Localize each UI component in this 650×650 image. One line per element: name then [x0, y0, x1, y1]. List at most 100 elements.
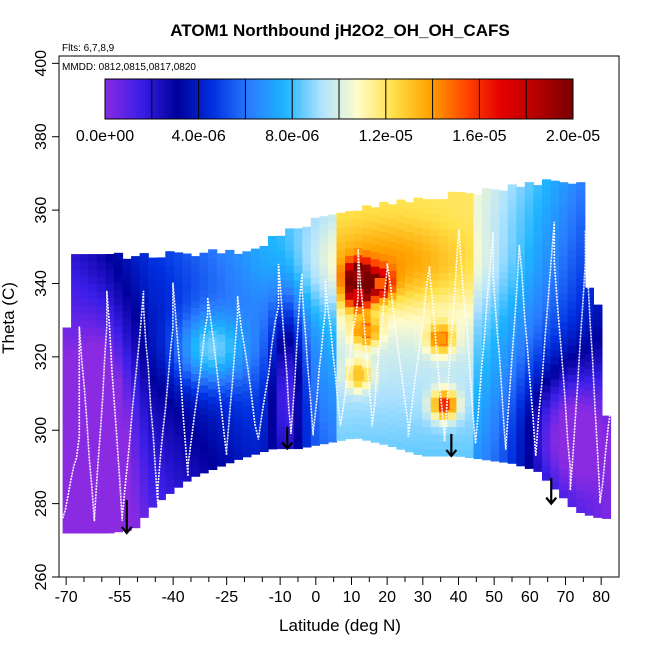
heatmap-cell	[550, 217, 560, 226]
heatmap-cell	[71, 459, 81, 468]
heatmap-cell	[345, 255, 355, 264]
heatmap-cell	[216, 385, 226, 394]
heatmap-cell	[567, 359, 577, 368]
heatmap-cell	[396, 346, 406, 355]
heatmap-cell	[499, 381, 509, 390]
heatmap-cell	[79, 371, 89, 380]
heatmap-cell	[542, 289, 552, 298]
heatmap-cell	[113, 348, 124, 357]
heatmap-cell	[567, 352, 577, 361]
heatmap-cell	[593, 392, 603, 401]
heatmap-cell	[96, 342, 106, 351]
heatmap-cell	[139, 377, 149, 386]
heatmap-cell	[268, 390, 278, 398]
heatmap-cell	[173, 457, 184, 466]
heatmap-cell	[208, 293, 218, 302]
heatmap-cell	[507, 360, 517, 369]
heatmap-cell	[88, 415, 98, 424]
heatmap-cell	[79, 364, 89, 373]
heatmap-cell	[439, 389, 449, 398]
heatmap-cell	[131, 395, 141, 404]
heatmap-cell	[302, 226, 312, 235]
heatmap-cell	[482, 327, 492, 336]
heatmap-cell	[567, 337, 577, 346]
heatmap-cell	[336, 381, 346, 390]
heatmap-cell	[319, 260, 329, 269]
heatmap-cell	[387, 314, 398, 323]
heatmap-cell	[490, 277, 500, 286]
heatmap-cell	[499, 447, 509, 456]
heatmap-cell	[139, 363, 149, 372]
heatmap-cell	[79, 320, 89, 329]
heatmap-cell	[422, 250, 432, 259]
colorbar-swatch	[245, 79, 250, 119]
heatmap-cell	[559, 204, 569, 213]
heatmap-cell	[242, 442, 252, 450]
heatmap-cell	[464, 251, 475, 260]
heatmap-cell	[516, 399, 526, 408]
colorbar-swatch	[238, 79, 243, 119]
heatmap-cell	[422, 228, 432, 237]
heatmap-cell	[559, 453, 569, 462]
heatmap-cell	[131, 505, 141, 514]
heatmap-cell	[191, 366, 201, 375]
heatmap-cell	[576, 226, 586, 235]
heatmap-cell	[559, 292, 569, 301]
heatmap-cell	[71, 283, 81, 292]
heatmap-cell	[456, 331, 466, 340]
heatmap-cell	[88, 312, 98, 321]
heatmap-cell	[499, 212, 509, 221]
heatmap-cell	[191, 322, 201, 330]
heatmap-cell	[499, 234, 509, 243]
colorbar-swatch	[449, 79, 454, 119]
heatmap-cell	[422, 448, 432, 457]
heatmap-cell	[524, 218, 534, 227]
heatmap-cell	[225, 279, 235, 288]
heatmap-cell	[173, 384, 184, 393]
heatmap-cell	[482, 393, 492, 402]
heatmap-cell	[233, 253, 243, 262]
heatmap-cell	[447, 272, 457, 281]
heatmap-cell	[113, 377, 124, 386]
heatmap-cell	[113, 340, 124, 349]
colorbar-swatch	[175, 79, 180, 119]
heatmap-cell	[131, 468, 141, 477]
heatmap-cell	[250, 270, 261, 279]
x-tick-label: 10	[343, 589, 361, 606]
colorbar: 0.0e+00 4.0e-06 8.0e-06 1.2e-05 1.6e-05 2.0e-…	[76, 78, 600, 145]
heatmap-cell	[319, 282, 329, 291]
heatmap-cell	[285, 353, 295, 362]
heatmap-cell	[559, 240, 569, 249]
heatmap-cell	[559, 218, 569, 227]
heatmap-cell	[71, 430, 81, 439]
heatmap-cell	[79, 488, 89, 497]
heatmap-cell	[208, 300, 218, 309]
heatmap-cell	[345, 262, 355, 271]
heatmap-cell	[105, 466, 115, 475]
colorbar-swatch	[118, 79, 123, 119]
heatmap-cell	[302, 395, 312, 404]
heatmap-cell	[396, 383, 406, 391]
heatmap-cell	[482, 408, 492, 417]
heatmap-cell	[345, 240, 355, 249]
heatmap-cell	[173, 362, 184, 371]
colorbar-swatch	[218, 79, 223, 119]
heatmap-cell	[105, 452, 115, 460]
heatmap-cell	[550, 283, 560, 292]
heatmap-cell	[105, 503, 115, 512]
heatmap-cell	[259, 341, 269, 350]
heatmap-cell	[550, 415, 560, 424]
heatmap-cell	[156, 286, 166, 295]
heatmap-cell	[71, 393, 81, 402]
heatmap-cell	[533, 265, 543, 274]
heatmap-cell	[567, 367, 577, 375]
heatmap-cell	[456, 302, 466, 310]
heatmap-cell	[396, 390, 406, 399]
heatmap-cell	[319, 267, 329, 276]
heatmap-cell	[225, 374, 235, 383]
heatmap-cell	[447, 411, 457, 420]
heatmap-cell	[345, 380, 355, 388]
heatmap-cell	[250, 380, 261, 389]
heatmap-cell	[396, 199, 406, 208]
heatmap-cell	[319, 238, 329, 247]
